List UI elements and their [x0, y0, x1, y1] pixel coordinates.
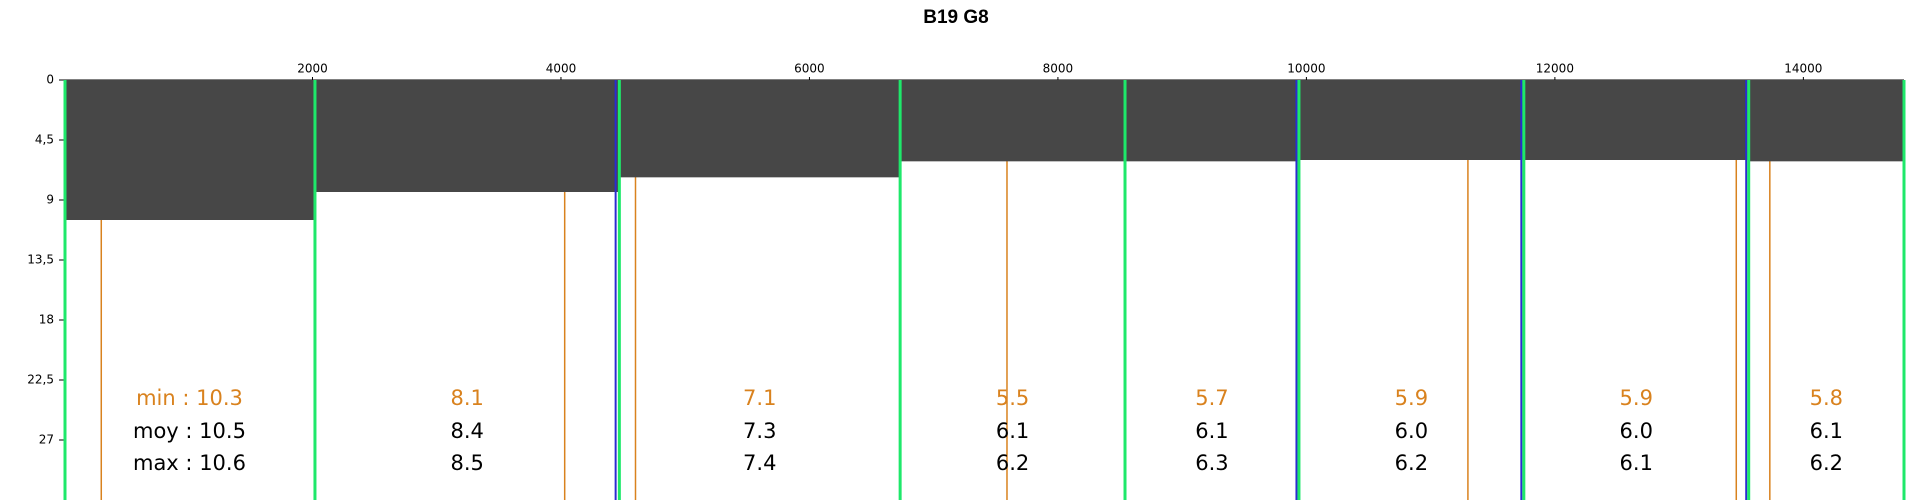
y-tick-label: 0 [46, 73, 54, 87]
stat-label: 6.1 [1620, 451, 1653, 475]
stat-label: 5.9 [1620, 386, 1653, 410]
stat-value: 6.1 [1810, 419, 1843, 443]
depth-area [1748, 80, 1904, 162]
stat-value: 7.1 [743, 386, 776, 410]
stat-label: 8.4 [450, 419, 483, 443]
depth-area [64, 80, 315, 220]
stat-label: min : 10.3 [136, 386, 243, 410]
stat-label: 5.5 [996, 386, 1029, 410]
y-tick-label: 22,5 [27, 373, 54, 387]
stat-label: 6.3 [1195, 451, 1228, 475]
stat-label: 6.2 [1810, 451, 1843, 475]
depth-area [1523, 80, 1749, 160]
stat-value: 6.2 [1395, 451, 1428, 475]
stat-label: max : 10.6 [133, 451, 246, 475]
stat-label: 6.1 [1195, 419, 1228, 443]
stat-value: 6.0 [1395, 419, 1428, 443]
stat-value: 6.3 [1195, 451, 1228, 475]
depth-area [314, 80, 620, 192]
x-tick-label: 8000 [1043, 62, 1074, 76]
y-tick-label: 4,5 [35, 133, 54, 147]
stat-label: 5.9 [1395, 386, 1428, 410]
stat-label: 6.1 [1810, 419, 1843, 443]
x-tick-label: 10000 [1287, 62, 1325, 76]
stat-label: 8.1 [450, 386, 483, 410]
stat-label: 5.8 [1810, 386, 1843, 410]
stat-label: moy : 10.5 [133, 419, 246, 443]
depth-area [900, 80, 1126, 162]
stat-label: 6.1 [996, 419, 1029, 443]
x-tick-label: 4000 [546, 62, 577, 76]
depth-area [619, 80, 901, 178]
stat-value: 5.7 [1195, 386, 1228, 410]
stat-value: 10.3 [196, 386, 243, 410]
y-tick-label: 18 [39, 313, 54, 327]
y-tick-label: 13,5 [27, 253, 54, 267]
stat-value: 5.9 [1620, 386, 1653, 410]
stat-value: 8.4 [450, 419, 483, 443]
stat-value: 10.5 [199, 419, 246, 443]
y-tick-label: 9 [46, 193, 54, 207]
chart-title: B19 G8 [923, 7, 988, 28]
stat-label: 6.0 [1395, 419, 1428, 443]
stat-label: 6.2 [996, 451, 1029, 475]
stat-value: 5.9 [1395, 386, 1428, 410]
stat-value: 7.4 [743, 451, 776, 475]
stat-row-name: moy : [133, 419, 192, 443]
x-tick-label: 6000 [794, 62, 825, 76]
depth-area [1125, 80, 1299, 162]
stat-value: 8.1 [450, 386, 483, 410]
stat-row-name: min : [136, 386, 189, 410]
y-tick-label: 27 [39, 433, 54, 447]
stat-label: 7.4 [743, 451, 776, 475]
stat-label: 6.2 [1395, 451, 1428, 475]
depth-area [1298, 80, 1524, 160]
stat-label: 7.3 [743, 419, 776, 443]
stat-value: 5.5 [996, 386, 1029, 410]
stat-label: 5.7 [1195, 386, 1228, 410]
x-tick-label: 14000 [1784, 62, 1822, 76]
stat-value: 5.8 [1810, 386, 1843, 410]
stat-value: 7.3 [743, 419, 776, 443]
stat-label: 8.5 [450, 451, 483, 475]
stat-value: 6.2 [1810, 451, 1843, 475]
stat-value: 6.1 [996, 419, 1029, 443]
stat-value: 6.2 [996, 451, 1029, 475]
stat-value: 6.0 [1620, 419, 1653, 443]
x-tick-label: 12000 [1536, 62, 1574, 76]
stat-label: 7.1 [743, 386, 776, 410]
x-tick-label: 2000 [297, 62, 328, 76]
stat-value: 6.1 [1195, 419, 1228, 443]
stat-value: 8.5 [450, 451, 483, 475]
stat-row-name: max : [133, 451, 193, 475]
stat-value: 6.1 [1620, 451, 1653, 475]
stat-label: 6.0 [1620, 419, 1653, 443]
stat-value: 10.6 [199, 451, 246, 475]
